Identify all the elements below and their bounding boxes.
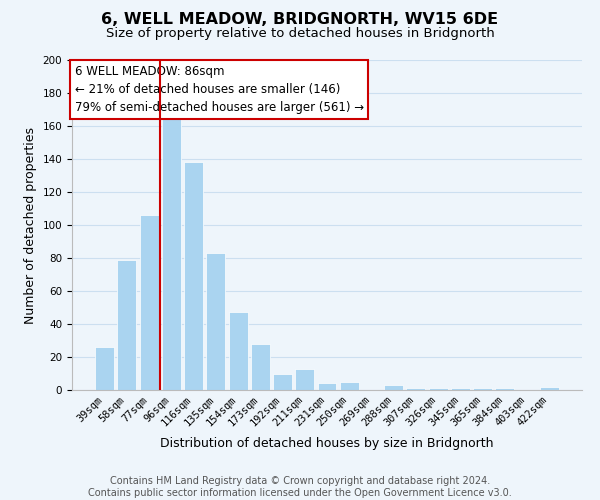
Bar — [273, 374, 292, 390]
Bar — [162, 116, 181, 390]
Bar — [95, 347, 114, 390]
Text: Contains HM Land Registry data © Crown copyright and database right 2024.
Contai: Contains HM Land Registry data © Crown c… — [88, 476, 512, 498]
Bar — [140, 215, 158, 390]
Bar — [473, 388, 492, 390]
Bar — [229, 312, 248, 390]
Bar — [317, 384, 337, 390]
Bar — [184, 162, 203, 390]
Bar — [295, 368, 314, 390]
Bar — [384, 385, 403, 390]
Bar — [429, 388, 448, 390]
Bar — [451, 388, 470, 390]
Text: 6 WELL MEADOW: 86sqm
← 21% of detached houses are smaller (146)
79% of semi-deta: 6 WELL MEADOW: 86sqm ← 21% of detached h… — [74, 65, 364, 114]
Text: Size of property relative to detached houses in Bridgnorth: Size of property relative to detached ho… — [106, 28, 494, 40]
Bar — [540, 386, 559, 390]
X-axis label: Distribution of detached houses by size in Bridgnorth: Distribution of detached houses by size … — [160, 437, 494, 450]
Bar — [118, 260, 136, 390]
Bar — [251, 344, 270, 390]
Bar — [406, 388, 425, 390]
Bar — [206, 253, 225, 390]
Bar — [496, 388, 514, 390]
Text: 6, WELL MEADOW, BRIDGNORTH, WV15 6DE: 6, WELL MEADOW, BRIDGNORTH, WV15 6DE — [101, 12, 499, 28]
Bar — [340, 382, 359, 390]
Y-axis label: Number of detached properties: Number of detached properties — [24, 126, 37, 324]
